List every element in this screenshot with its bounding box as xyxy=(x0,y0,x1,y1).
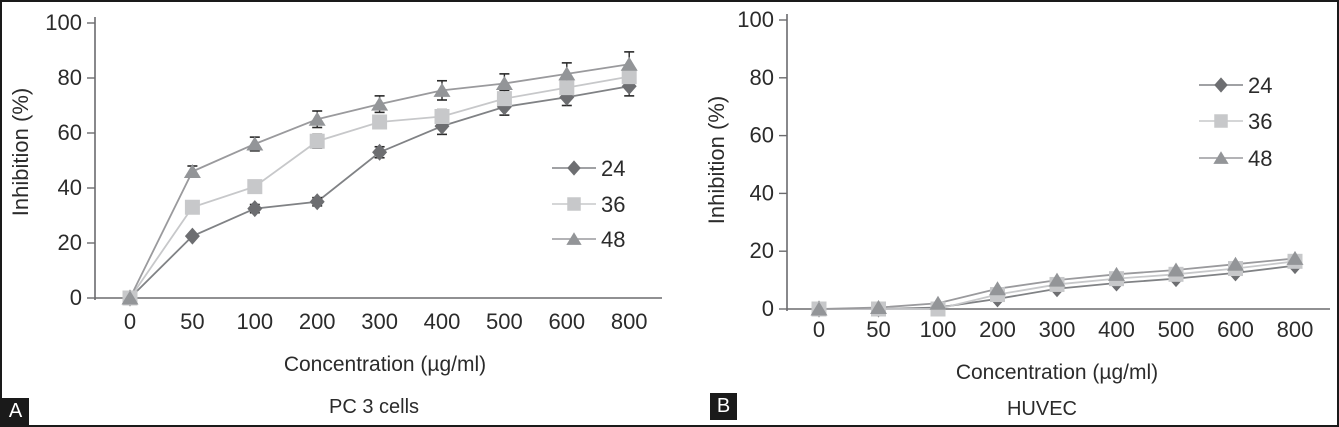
panel-label-b: B xyxy=(710,393,737,420)
y-tick-label: 40 xyxy=(58,175,82,200)
y-tick-label: 20 xyxy=(750,238,774,263)
chart-huvec: 0 20 40 60 80 100 0 50 100 200 300 400 500 600 800 Conc… xyxy=(704,7,1330,420)
legend-label: 36 xyxy=(601,192,625,217)
series-48-marker xyxy=(121,290,139,305)
series-48-marker xyxy=(246,136,264,151)
series-48-marker xyxy=(433,82,451,97)
series-48-marker xyxy=(1048,272,1066,287)
x-tick-label: 500 xyxy=(486,309,523,334)
series-48-marker xyxy=(870,300,887,315)
series-24-marker xyxy=(247,200,263,218)
series-36-marker xyxy=(247,179,263,195)
series-48-marker xyxy=(1167,262,1185,277)
chart-title: PC 3 cells xyxy=(329,396,419,418)
x-axis-title: Concentration (µg/ml) xyxy=(284,353,486,376)
series-36-marker xyxy=(184,199,200,215)
y-tick-label: 100 xyxy=(45,10,82,35)
legend-square-marker xyxy=(1214,114,1228,128)
x-tick-label: 0 xyxy=(124,309,136,334)
series-48-marker xyxy=(371,96,389,111)
series-36-marker xyxy=(372,114,388,130)
x-tick-label: 800 xyxy=(1277,317,1314,342)
series-36-marker xyxy=(559,80,575,96)
x-tick-label: 400 xyxy=(1098,317,1135,342)
series-48-marker xyxy=(620,56,638,71)
series-48-marker xyxy=(1108,266,1125,281)
x-tick-label: 500 xyxy=(1158,317,1195,342)
series-48-marker xyxy=(929,295,947,310)
y-tick-label: 60 xyxy=(58,120,82,145)
x-tick-label: 50 xyxy=(866,317,890,342)
series-48-marker xyxy=(183,164,201,178)
x-tick-label: 800 xyxy=(611,309,648,334)
y-axis-title: Inhibition (%) xyxy=(704,96,729,224)
y-tick-label: 20 xyxy=(58,230,82,255)
legend-label: 24 xyxy=(601,156,625,181)
legend-label: 48 xyxy=(1248,146,1272,171)
x-tick-label: 200 xyxy=(979,317,1016,342)
series-48-marker xyxy=(989,281,1006,296)
chart-title: HUVEC xyxy=(1007,398,1077,420)
y-tick-label: 80 xyxy=(750,65,774,90)
x-axis-title: Concentration (µg/ml) xyxy=(956,361,1158,384)
panel-label-a: A xyxy=(2,398,29,425)
x-tick-label: 600 xyxy=(1217,317,1254,342)
legend-square-marker xyxy=(567,197,581,211)
x-tick-label: 50 xyxy=(180,309,204,334)
legend-diamond-marker xyxy=(567,160,581,176)
y-tick-label: 0 xyxy=(70,285,82,310)
y-axis-title: Inhibition (%) xyxy=(8,88,33,216)
legend-triangle-marker xyxy=(1213,151,1229,164)
chart-pc3-cells: 0 20 40 60 80 100 0 50 100 200 300 400 500 600 800 Conc… xyxy=(8,10,662,418)
legend-label: 24 xyxy=(1248,73,1272,98)
series-36-marker xyxy=(434,109,450,124)
y-tick-label: 100 xyxy=(737,7,774,32)
legend-diamond-marker xyxy=(1214,77,1228,93)
series-48-marker xyxy=(1227,256,1244,271)
x-tick-label: 0 xyxy=(813,317,825,342)
series-24-marker xyxy=(184,227,200,245)
series-36-marker xyxy=(496,91,512,107)
x-tick-label: 600 xyxy=(548,309,585,334)
y-tick-label: 0 xyxy=(762,296,774,321)
y-tick-label: 80 xyxy=(58,65,82,90)
x-tick-label: 100 xyxy=(920,317,957,342)
legend-label: 36 xyxy=(1248,109,1272,134)
y-tick-label: 60 xyxy=(750,123,774,148)
legend-triangle-marker xyxy=(566,232,582,245)
legend-label: 48 xyxy=(601,227,625,252)
series-48-marker xyxy=(558,66,576,81)
series-48-marker xyxy=(1286,250,1304,265)
series-48-marker xyxy=(495,76,513,90)
series-36-marker xyxy=(621,69,637,85)
y-tick-label: 40 xyxy=(750,180,774,205)
series-48-marker xyxy=(810,301,828,316)
x-tick-label: 300 xyxy=(361,309,398,334)
series-24-marker xyxy=(309,193,325,211)
x-tick-label: 300 xyxy=(1039,317,1076,342)
series-48-marker xyxy=(308,111,326,126)
x-tick-label: 100 xyxy=(236,309,273,334)
series-36-marker xyxy=(309,133,325,149)
x-tick-label: 400 xyxy=(424,309,461,334)
x-tick-label: 200 xyxy=(299,309,336,334)
series-24-marker xyxy=(372,143,388,161)
